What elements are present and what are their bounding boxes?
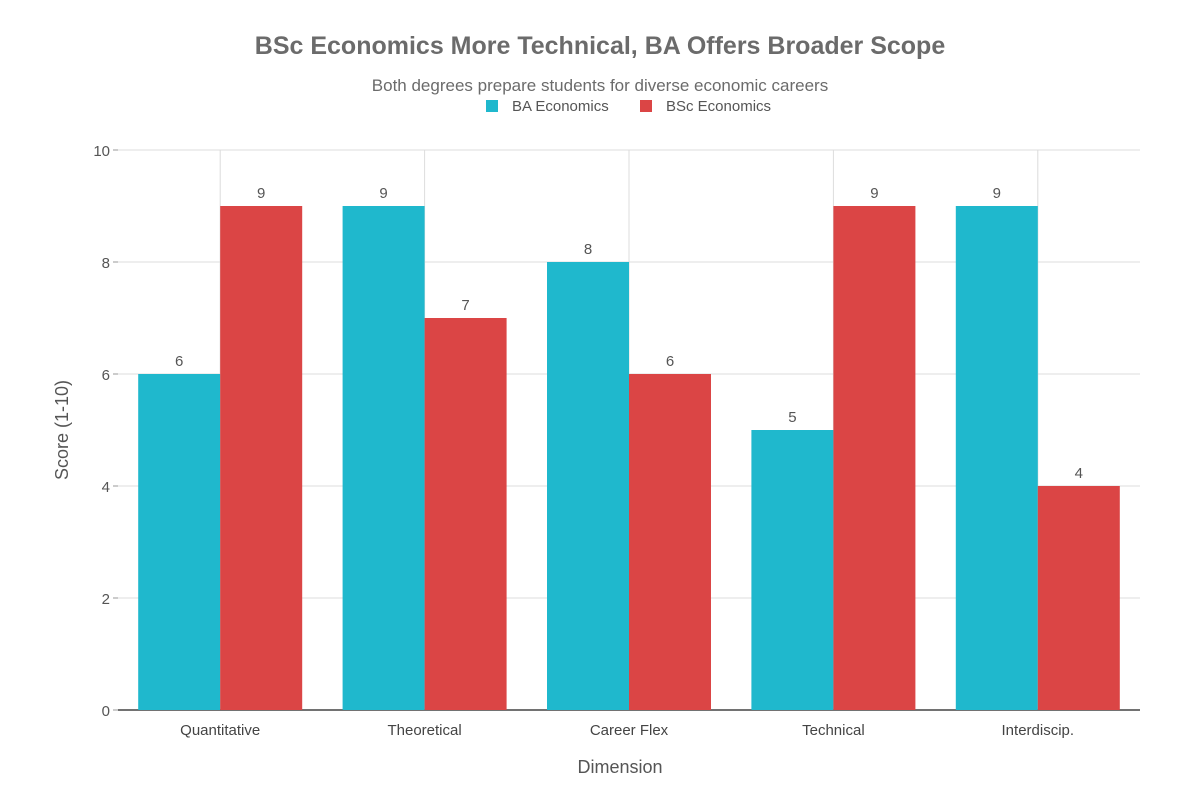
y-tick-label: 6 [102,367,110,384]
bar [342,206,425,710]
data-label: 7 [461,297,469,314]
x-tick-label: Quantitative [180,722,260,739]
bar [1037,486,1120,710]
chart-subtitle: Both degrees prepare students for divers… [372,76,828,95]
bar [955,206,1038,710]
data-label: 9 [257,185,265,202]
y-axis-label: Score (1-10) [52,380,72,480]
bar [220,206,303,710]
bar [629,374,711,710]
y-tick-label: 4 [102,479,110,496]
legend-label: BSc Economics [666,98,771,115]
data-label: 4 [1075,465,1083,482]
data-label: 9 [993,185,1001,202]
x-tick-label: Technical [802,722,865,739]
bar [833,206,916,710]
y-tick-label: 10 [93,143,110,160]
data-label: 9 [870,185,878,202]
bar [547,262,629,710]
chart-title: BSc Economics More Technical, BA Offers … [255,32,946,60]
data-label: 6 [175,353,183,370]
data-label: 5 [788,409,796,426]
legend-swatch [640,100,652,112]
legend: BA Economics BSc Economics [486,98,771,115]
bar [424,318,507,710]
data-label: 9 [379,185,387,202]
data-label: 8 [584,241,592,258]
legend-label: BA Economics [512,98,609,115]
x-tick-label: Interdiscip. [1002,722,1075,739]
y-tick-label: 0 [102,703,110,720]
bar [751,430,834,710]
data-label: 6 [666,353,674,370]
legend-swatch [486,100,498,112]
y-tick-label: 2 [102,591,110,608]
y-tick-label: 8 [102,255,110,272]
x-tick-label: Theoretical [387,722,461,739]
bar [138,374,221,710]
x-tick-label: Career Flex [590,722,669,739]
x-axis-label: Dimension [577,757,662,777]
